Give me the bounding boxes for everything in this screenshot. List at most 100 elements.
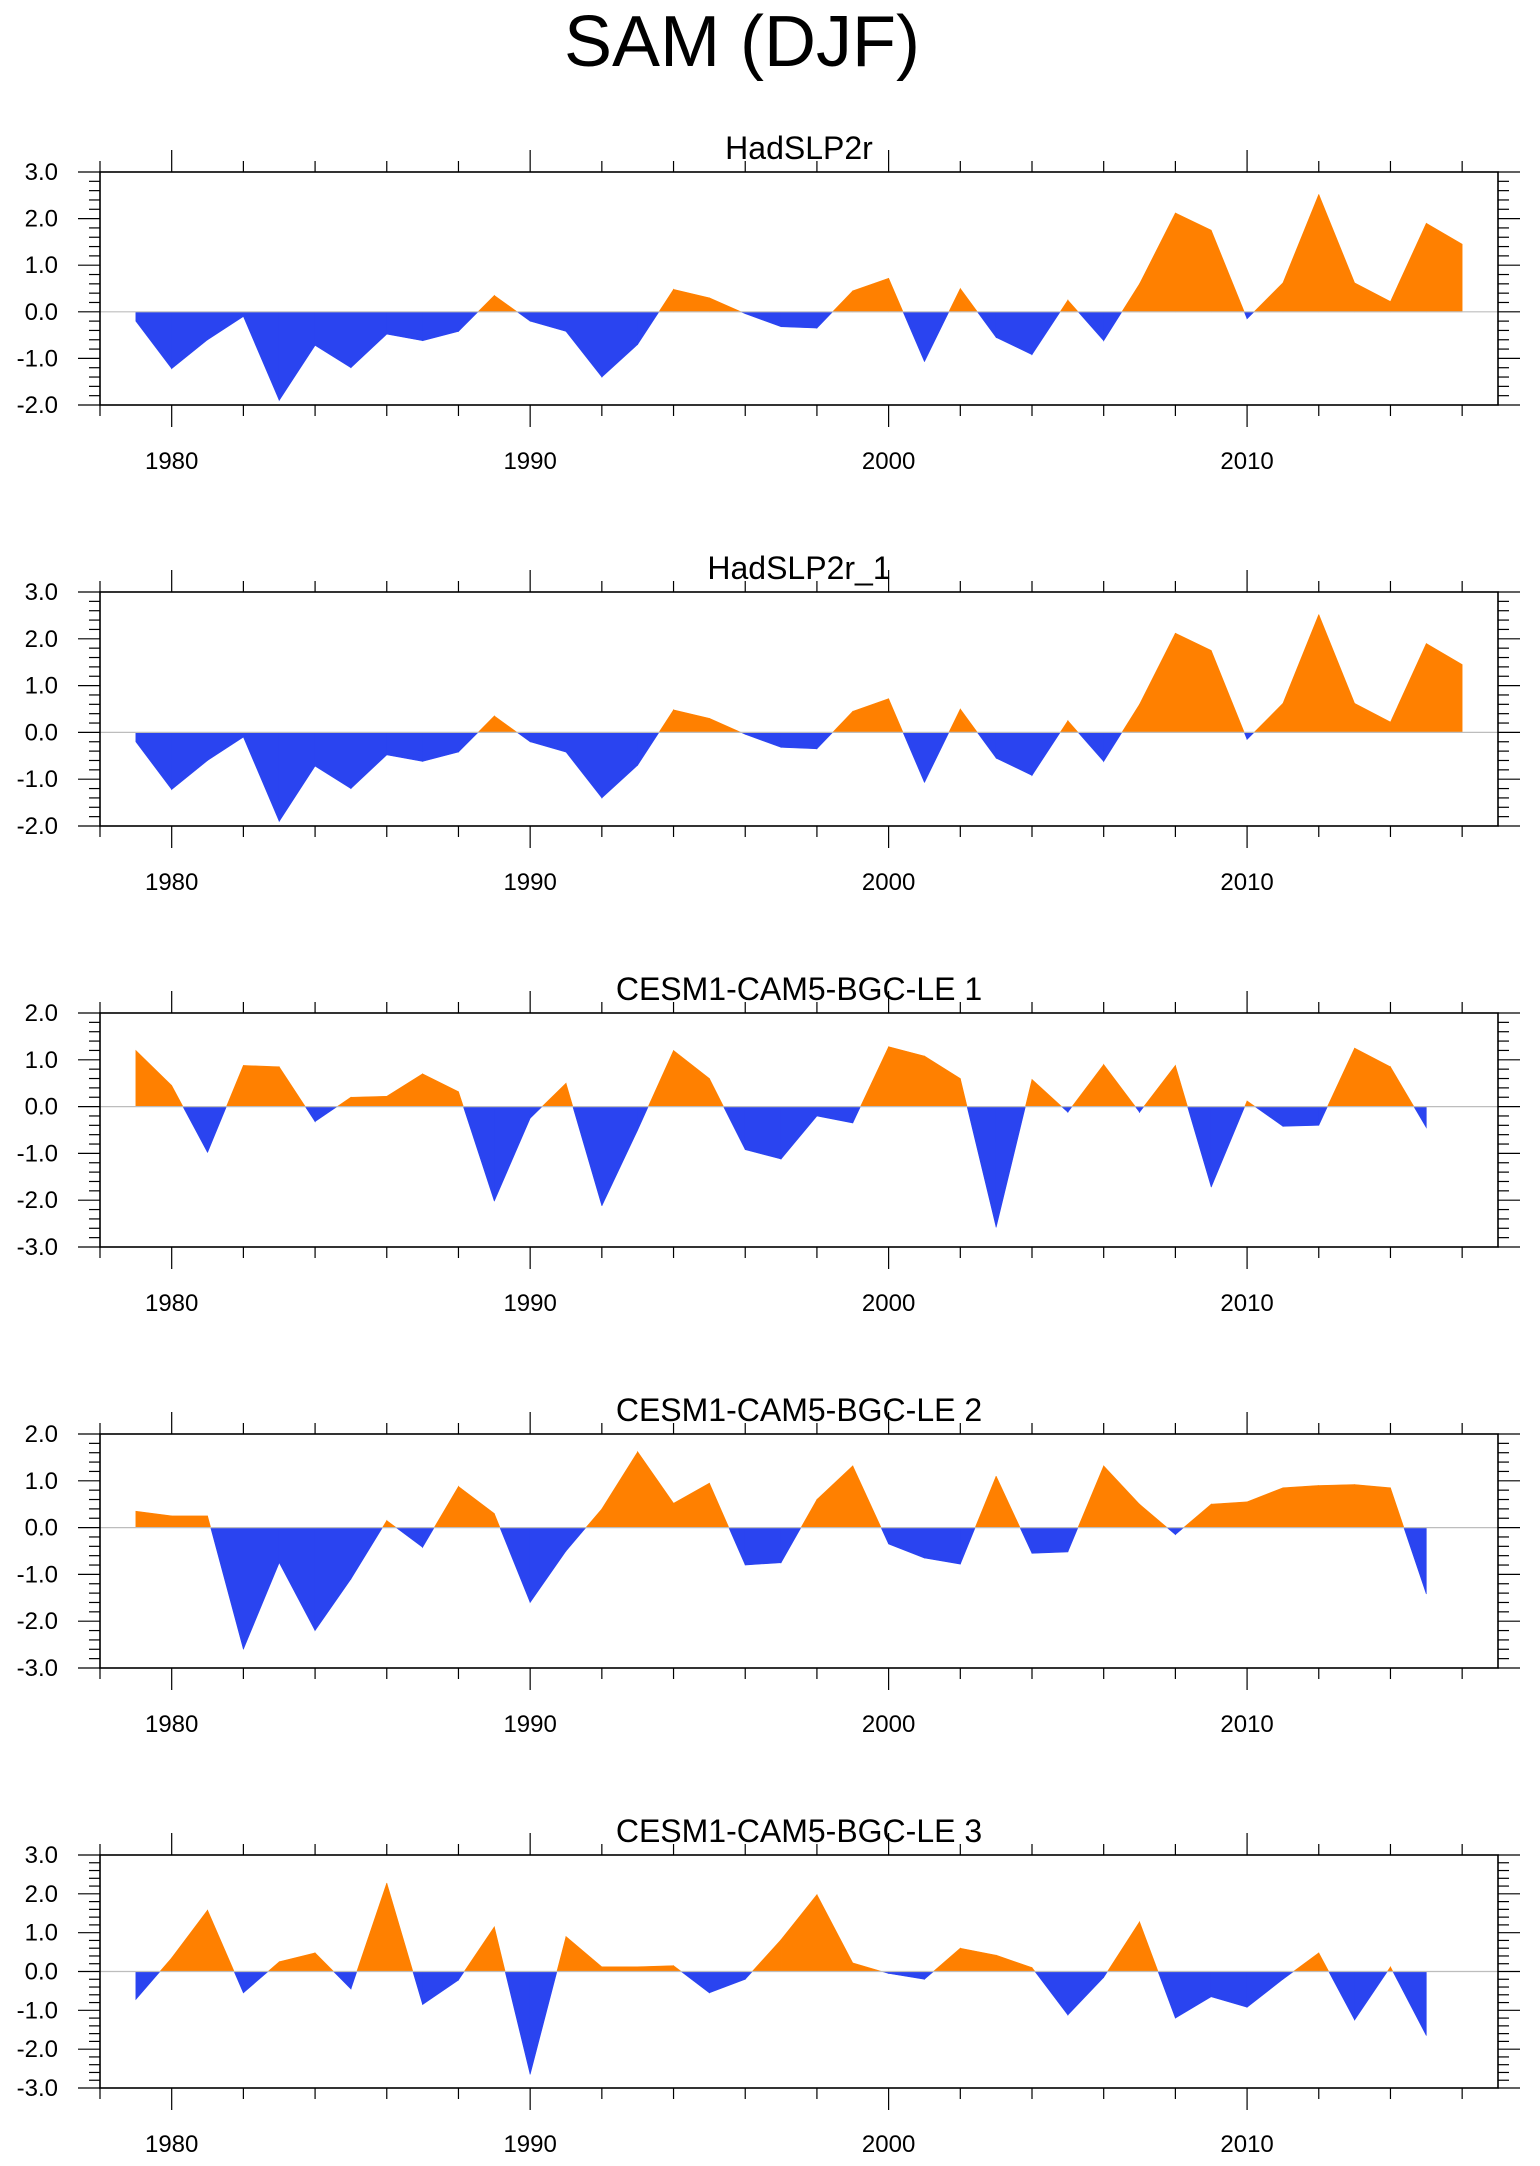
plot-frame xyxy=(99,591,1499,827)
negative-area xyxy=(880,1527,889,1545)
x-tick-label: 1990 xyxy=(503,448,556,475)
positive-area xyxy=(1292,1952,1320,1972)
negative-area xyxy=(780,1106,818,1160)
positive-area xyxy=(1175,1065,1188,1107)
negative-area xyxy=(243,1527,280,1650)
positive-area xyxy=(565,1935,603,1972)
x-tick-label: 1980 xyxy=(145,448,198,475)
negative-area xyxy=(995,1106,1026,1228)
positive-area xyxy=(1025,1079,1033,1107)
negative-area xyxy=(314,1106,339,1123)
positive-area xyxy=(1121,703,1140,733)
negative-area xyxy=(350,732,388,790)
negative-area xyxy=(744,732,782,748)
negative-area xyxy=(207,732,244,762)
negative-area xyxy=(709,1971,746,1994)
positive-area xyxy=(159,1957,172,1972)
negative-area xyxy=(902,732,925,783)
negative-area xyxy=(1031,311,1061,356)
negative-area xyxy=(314,732,352,790)
positive-area xyxy=(1103,1063,1136,1107)
positive-area xyxy=(816,1465,854,1528)
y-tick-label: -2.0 xyxy=(17,813,58,840)
negative-area xyxy=(1077,311,1104,342)
negative-area xyxy=(395,1527,423,1548)
negative-area xyxy=(278,1527,316,1631)
positive-area xyxy=(314,1952,335,1972)
negative-area xyxy=(1243,311,1248,319)
positive-area xyxy=(207,1910,235,1972)
negative-area xyxy=(780,732,818,750)
negative-area xyxy=(902,311,925,362)
y-tick-label: -3.0 xyxy=(17,1655,58,1682)
positive-area xyxy=(1210,230,1245,313)
negative-area xyxy=(1060,1106,1069,1113)
positive-area xyxy=(171,1515,208,1528)
negative-area xyxy=(1246,311,1255,320)
positive-area xyxy=(709,297,742,313)
positive-area xyxy=(974,1476,997,1528)
positive-area xyxy=(831,710,854,733)
positive-area xyxy=(386,1073,423,1107)
negative-area xyxy=(1413,1106,1427,1129)
negative-area xyxy=(516,311,531,322)
positive-area xyxy=(1139,212,1176,313)
positive-area xyxy=(1059,299,1069,313)
positive-area xyxy=(888,278,904,313)
negative-area xyxy=(422,732,459,762)
positive-area xyxy=(135,1510,172,1528)
positive-area xyxy=(1139,1503,1168,1528)
y-tick-label: 0.0 xyxy=(25,299,58,326)
y-tick-label: 3.0 xyxy=(25,579,58,606)
positive-area xyxy=(709,1078,725,1107)
positive-area xyxy=(673,289,710,313)
positive-area xyxy=(751,1938,782,1972)
negative-area xyxy=(1139,1106,1145,1114)
negative-area xyxy=(601,732,638,799)
negative-area xyxy=(412,1971,423,2005)
positive-area xyxy=(386,1882,414,1972)
positive-area xyxy=(673,709,710,733)
negative-area xyxy=(243,1971,269,1994)
negative-area xyxy=(780,1527,802,1564)
figure-title: SAM (DJF) xyxy=(564,2,920,82)
positive-area xyxy=(658,708,674,733)
positive-area xyxy=(1354,1047,1391,1107)
plot-frame xyxy=(99,1433,1499,1669)
plot-frame xyxy=(99,1012,1499,1248)
negative-area xyxy=(728,1527,746,1566)
plot-frame xyxy=(99,171,1499,406)
y-tick-label: 2.0 xyxy=(25,206,58,233)
positive-area xyxy=(458,1091,464,1107)
negative-area xyxy=(171,311,208,370)
positive-area xyxy=(859,1046,889,1107)
negative-area xyxy=(1175,1527,1185,1536)
y-tick-label: 2.0 xyxy=(25,626,58,653)
positive-area xyxy=(831,290,854,313)
negative-area xyxy=(494,1106,531,1202)
negative-area xyxy=(744,1527,782,1566)
y-tick-label: -1.0 xyxy=(17,345,58,372)
negative-area xyxy=(1282,1106,1320,1127)
negative-area xyxy=(816,1106,854,1124)
y-tick-label: 2.0 xyxy=(25,1000,58,1027)
positive-area xyxy=(225,1065,244,1107)
x-tick-label: 2010 xyxy=(1220,1290,1273,1317)
positive-area xyxy=(1390,223,1427,313)
positive-area xyxy=(494,1513,501,1528)
positive-area xyxy=(1390,1966,1394,1972)
panel-4: CESM1-CAM5-BGC-LE 2 -3.0 -2.0 -1.0 0.0 1.0 2.0… xyxy=(17,1392,1520,1738)
negative-area xyxy=(499,1527,531,1603)
negative-area xyxy=(995,311,1033,356)
negative-area xyxy=(637,311,660,346)
negative-area xyxy=(924,732,950,783)
negative-area xyxy=(1134,1106,1140,1114)
negative-area xyxy=(135,1971,161,2001)
positive-area xyxy=(1390,643,1427,733)
y-tick-label: 0.0 xyxy=(25,1515,58,1542)
y-tick-label: 0.0 xyxy=(25,1094,58,1121)
negative-area xyxy=(462,1106,495,1202)
negative-area xyxy=(1103,1971,1109,1979)
x-tick-label: 2010 xyxy=(1220,1711,1273,1738)
